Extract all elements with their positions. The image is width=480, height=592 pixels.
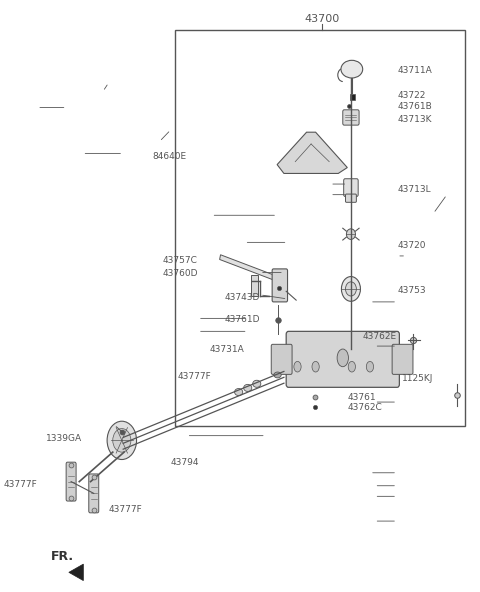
- Ellipse shape: [312, 361, 319, 372]
- FancyBboxPatch shape: [344, 179, 358, 197]
- Ellipse shape: [347, 229, 356, 239]
- Text: 43761D: 43761D: [225, 315, 260, 324]
- Text: 43711A: 43711A: [397, 66, 432, 75]
- Text: 43757C: 43757C: [163, 256, 198, 265]
- Polygon shape: [69, 564, 84, 581]
- Ellipse shape: [366, 361, 373, 372]
- FancyBboxPatch shape: [271, 345, 292, 374]
- Bar: [349, 95, 355, 100]
- Text: 84640E: 84640E: [153, 152, 187, 161]
- Text: 43713K: 43713K: [397, 115, 432, 124]
- Text: 43753: 43753: [397, 285, 426, 295]
- Ellipse shape: [348, 361, 356, 372]
- Ellipse shape: [341, 60, 363, 78]
- Polygon shape: [277, 132, 348, 173]
- Bar: [175, 30, 465, 426]
- Ellipse shape: [235, 388, 243, 395]
- Ellipse shape: [341, 276, 360, 301]
- Ellipse shape: [294, 361, 301, 372]
- Text: 43762E: 43762E: [363, 332, 397, 340]
- Text: 43794: 43794: [171, 458, 199, 466]
- Text: 1339GA: 1339GA: [46, 434, 83, 443]
- Ellipse shape: [274, 372, 281, 378]
- Text: 43761B: 43761B: [397, 102, 432, 111]
- Ellipse shape: [337, 349, 348, 366]
- Text: 43731A: 43731A: [210, 345, 244, 354]
- Text: 43777F: 43777F: [108, 505, 143, 514]
- Ellipse shape: [252, 380, 261, 387]
- Text: 43713L: 43713L: [397, 185, 431, 194]
- FancyBboxPatch shape: [66, 462, 76, 501]
- Ellipse shape: [113, 429, 131, 452]
- Bar: [252, 275, 258, 296]
- Text: 1125KJ: 1125KJ: [402, 374, 433, 383]
- Text: 43777F: 43777F: [3, 480, 37, 489]
- FancyBboxPatch shape: [286, 332, 399, 387]
- Text: 43762C: 43762C: [348, 404, 382, 413]
- Text: 43720: 43720: [397, 242, 426, 250]
- FancyBboxPatch shape: [89, 474, 99, 513]
- Text: 43760D: 43760D: [162, 269, 198, 278]
- Text: 43777F: 43777F: [178, 372, 212, 381]
- Text: 43743D: 43743D: [225, 292, 260, 302]
- FancyBboxPatch shape: [346, 194, 356, 202]
- Ellipse shape: [346, 282, 356, 296]
- Ellipse shape: [107, 422, 136, 459]
- Text: FR.: FR.: [51, 550, 74, 563]
- Text: 43700: 43700: [305, 14, 340, 24]
- Ellipse shape: [244, 384, 252, 391]
- Polygon shape: [220, 255, 279, 282]
- FancyBboxPatch shape: [343, 110, 359, 125]
- Text: 43761: 43761: [348, 393, 376, 402]
- Text: 43722: 43722: [397, 91, 425, 100]
- FancyBboxPatch shape: [272, 269, 288, 302]
- FancyBboxPatch shape: [392, 345, 413, 374]
